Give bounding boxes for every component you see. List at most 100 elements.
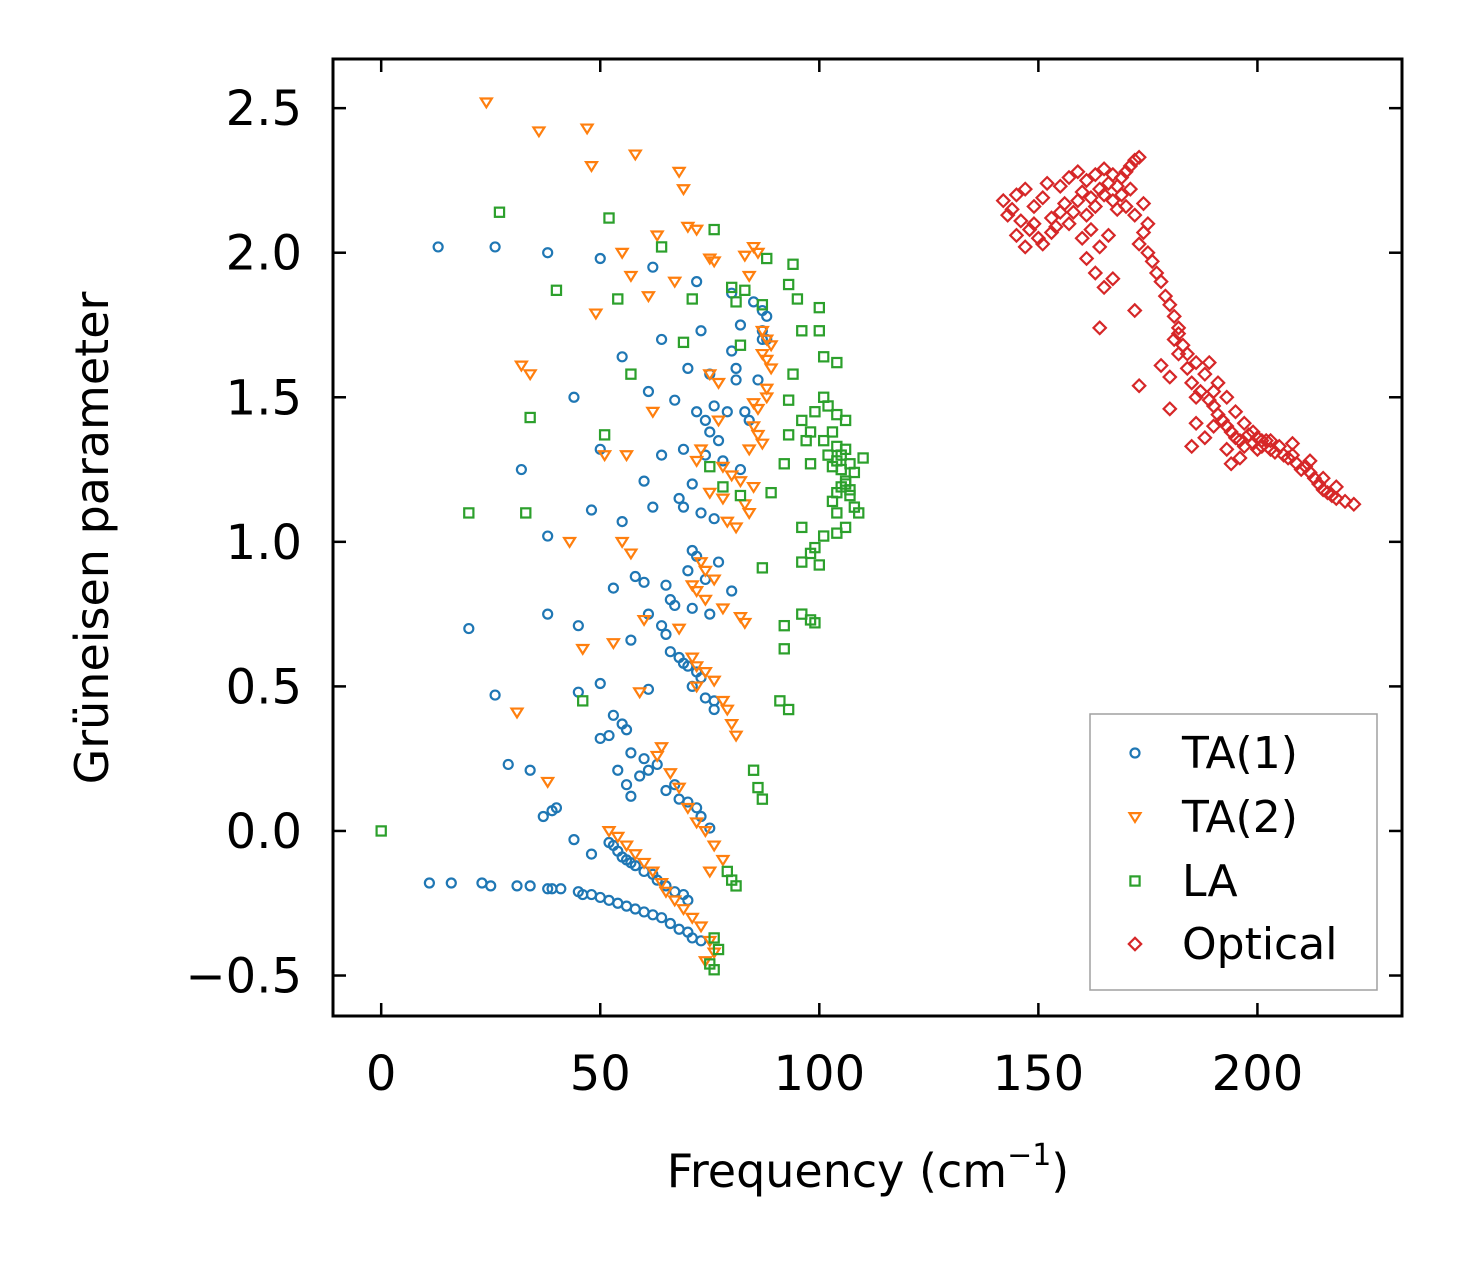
- data-point: [682, 796, 694, 808]
- data-point: [726, 345, 738, 357]
- data-point: [715, 461, 731, 474]
- data-point: [853, 507, 865, 519]
- data-point: [708, 964, 720, 976]
- data-point: [752, 374, 764, 386]
- data-point: [1070, 192, 1086, 209]
- data-point: [1017, 239, 1033, 255]
- data-point: [693, 557, 709, 570]
- data-point: [625, 790, 637, 802]
- legend-label: TA(2): [1181, 792, 1298, 843]
- data-point: [632, 687, 648, 700]
- data-point: [537, 810, 549, 823]
- data-point: [724, 719, 740, 732]
- data-point: [800, 434, 812, 447]
- data-point: [1118, 198, 1134, 215]
- legend-marker: [1127, 936, 1143, 952]
- data-point: [730, 374, 742, 386]
- data-point: [1017, 181, 1033, 197]
- data-point: [1183, 438, 1200, 455]
- data-point: [682, 565, 694, 577]
- data-point: [695, 507, 707, 519]
- data-point: [642, 764, 655, 776]
- x-axis-label-main: Frequency (cm: [667, 1144, 1007, 1198]
- data-point: [1188, 389, 1204, 406]
- data-point: [689, 455, 705, 468]
- data-point: [1131, 377, 1147, 394]
- data-point: [619, 840, 635, 853]
- y-tick-label: 2.0: [226, 226, 302, 282]
- data-point: [715, 695, 731, 708]
- data-point: [645, 866, 661, 879]
- data-point: [759, 383, 775, 396]
- data-point: [572, 620, 584, 632]
- data-point: [704, 426, 716, 438]
- data-point: [614, 536, 630, 549]
- data-point: [1034, 236, 1051, 252]
- data-point: [741, 507, 757, 520]
- data-point: [660, 784, 672, 797]
- data-point: [493, 206, 506, 218]
- data-point: [673, 492, 685, 505]
- data-point: [715, 493, 731, 506]
- data-point: [708, 400, 720, 412]
- data-point: [717, 455, 729, 467]
- data-point: [1346, 496, 1362, 513]
- data-point: [747, 764, 760, 776]
- data-point: [813, 301, 826, 314]
- data-point: [655, 449, 668, 461]
- y-tick-label: 2.5: [226, 81, 302, 137]
- data-point: [796, 608, 808, 620]
- data-point: [804, 547, 817, 560]
- data-point: [1179, 360, 1196, 377]
- data-point: [647, 501, 659, 513]
- data-point: [752, 781, 764, 794]
- data-point: [1197, 366, 1213, 382]
- data-point: [725, 281, 738, 294]
- data-point: [1052, 178, 1069, 194]
- data-point: [607, 582, 619, 594]
- data-point: [702, 866, 718, 879]
- y-axis-label: Grüneisen parameter: [65, 291, 119, 784]
- data-point: [1065, 204, 1082, 220]
- data-point: [826, 495, 839, 508]
- data-point: [822, 449, 834, 461]
- data-point: [542, 530, 554, 542]
- data-point: [1122, 158, 1139, 174]
- data-point: [756, 299, 769, 311]
- data-point: [619, 450, 635, 463]
- data-point: [1197, 429, 1213, 446]
- data-point: [1201, 354, 1217, 371]
- y-tick-label: 0.0: [226, 804, 302, 860]
- series-TA(2): [478, 97, 779, 969]
- data-point: [1302, 453, 1318, 469]
- data-point: [734, 463, 747, 476]
- data-point: [809, 617, 821, 629]
- data-point: [511, 880, 523, 892]
- data-point: [835, 463, 847, 476]
- data-point: [542, 247, 554, 259]
- data-point: [625, 747, 637, 759]
- data-point: [831, 527, 843, 539]
- data-point: [839, 521, 852, 534]
- data-point: [704, 608, 716, 620]
- data-point: [676, 904, 691, 917]
- data-point: [719, 704, 735, 717]
- plot-frame: [331, 57, 1404, 1018]
- data-point: [636, 614, 652, 627]
- data-point: [796, 556, 808, 568]
- data-point: [711, 377, 727, 390]
- data-point: [594, 732, 606, 745]
- data-point: [763, 363, 779, 376]
- legend-item-Optical: Optical: [1127, 919, 1337, 970]
- legend-label: TA(1): [1181, 728, 1298, 779]
- data-point: [684, 912, 700, 925]
- data-point: [728, 522, 744, 535]
- data-point: [629, 860, 641, 872]
- data-point: [1218, 389, 1235, 406]
- data-point: [584, 161, 599, 174]
- data-point: [601, 826, 617, 838]
- data-point: [577, 695, 589, 707]
- data-point: [1078, 172, 1095, 189]
- data-point: [671, 623, 687, 636]
- data-point: [831, 507, 843, 519]
